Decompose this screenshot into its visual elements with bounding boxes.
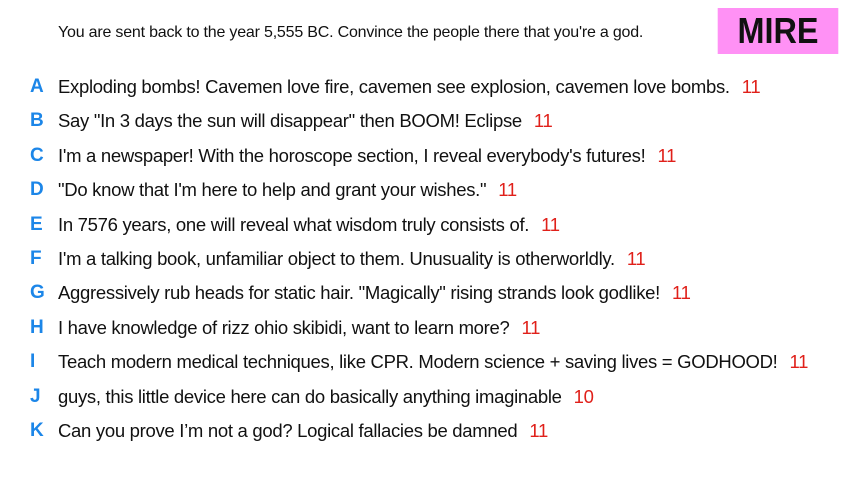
answer-text-body: "Do know that I'm here to help and grant… bbox=[58, 179, 487, 201]
answer-letter: G bbox=[30, 282, 45, 304]
answer-text-body: I'm a talking book, unfamiliar object to… bbox=[58, 248, 615, 269]
answer-score: 11 bbox=[498, 179, 517, 201]
answer-letter: A bbox=[30, 76, 44, 97]
prompt-text: You are sent back to the year 5,555 BC. … bbox=[58, 24, 644, 41]
answer-score: 11 bbox=[741, 76, 761, 97]
answer-text-body: Say "In 3 days the sun will disappear" t… bbox=[58, 110, 522, 132]
answer-text: Exploding bombs! Cavemen love fire, cave… bbox=[58, 76, 761, 98]
answer-score: 11 bbox=[671, 282, 691, 304]
answer-text: Teach modern medical techniques, like CP… bbox=[58, 351, 808, 373]
answer-letter: D bbox=[30, 179, 44, 201]
answer-text: I'm a talking book, unfamiliar object to… bbox=[58, 248, 646, 270]
answer-score: 11 bbox=[789, 351, 809, 373]
answer-text-body: Exploding bombs! Cavemen love fire, cave… bbox=[58, 76, 730, 97]
answer-text: Say "In 3 days the sun will disappear" t… bbox=[58, 110, 553, 132]
answer-text-body: Aggressively rub heads for static hair. … bbox=[58, 282, 660, 304]
answer-score: 11 bbox=[529, 420, 548, 441]
answer-text: "Do know that I'm here to help and grant… bbox=[58, 179, 517, 201]
answer-text-body: guys, this little device here can do bas… bbox=[58, 385, 562, 407]
answer-letter: H bbox=[30, 316, 44, 338]
answer-score: 11 bbox=[657, 144, 677, 166]
player-name-badge: MIRE bbox=[717, 8, 839, 54]
answer-text: I'm a newspaper! With the horoscope sect… bbox=[58, 145, 676, 167]
answer-score: 11 bbox=[626, 248, 646, 269]
answer-text-body: Can you prove I’m not a god? Logical fal… bbox=[58, 420, 518, 441]
answer-text: Can you prove I’m not a god? Logical fal… bbox=[58, 420, 548, 442]
answer-letter: F bbox=[30, 248, 42, 269]
answer-text-body: I'm a newspaper! With the horoscope sect… bbox=[58, 144, 646, 166]
answer-text-body: I have knowledge of rizz ohio skibidi, w… bbox=[58, 316, 510, 338]
answer-letter: C bbox=[30, 144, 44, 166]
answer-text-body: In 7576 years, one will reveal what wisd… bbox=[58, 213, 530, 235]
answer-text: Aggressively rub heads for static hair. … bbox=[58, 282, 691, 304]
answer-score: 11 bbox=[541, 213, 560, 235]
answer-text: In 7576 years, one will reveal what wisd… bbox=[58, 214, 560, 236]
answer-letter: K bbox=[30, 420, 44, 441]
answer-text: guys, this little device here can do bas… bbox=[58, 386, 594, 408]
answer-letter: E bbox=[30, 213, 43, 235]
answer-letter: J bbox=[30, 385, 41, 407]
answer-letter: I bbox=[30, 351, 36, 373]
answer-text: I have knowledge of rizz ohio skibidi, w… bbox=[58, 317, 540, 339]
answer-letter: B bbox=[30, 110, 44, 132]
answer-score: 11 bbox=[521, 316, 541, 338]
answer-text-body: Teach modern medical techniques, like CP… bbox=[58, 351, 778, 373]
answer-score: 10 bbox=[573, 385, 594, 407]
answer-score: 11 bbox=[533, 110, 553, 132]
